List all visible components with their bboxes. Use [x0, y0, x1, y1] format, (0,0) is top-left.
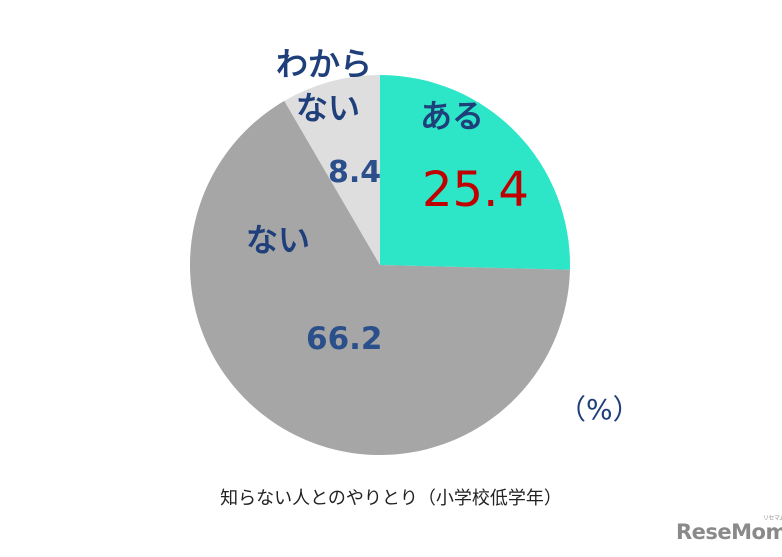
value-aru: 25.4 — [422, 162, 529, 218]
value-nai: 66.2 — [306, 321, 383, 357]
value-wakaranai: 8.4 — [328, 155, 382, 190]
chart-caption: 知らない人とのやりとり（小学校低学年） — [220, 488, 562, 509]
unit-label: （%） — [558, 393, 641, 426]
resemom-logo: ReseMomリセマム — [676, 515, 782, 544]
slice-wakaranai — [284, 75, 380, 265]
label-aru: ある — [420, 97, 485, 135]
slice-nai — [189, 100, 570, 456]
logo-subtext: リセマム — [762, 515, 782, 522]
label-nai: ない — [246, 221, 311, 259]
logo-text: ReseMom — [676, 520, 782, 544]
slice-aru — [380, 75, 570, 270]
label-wakaranai-line2: ない — [296, 89, 361, 127]
label-wakaranai-line1: わから — [276, 45, 373, 83]
